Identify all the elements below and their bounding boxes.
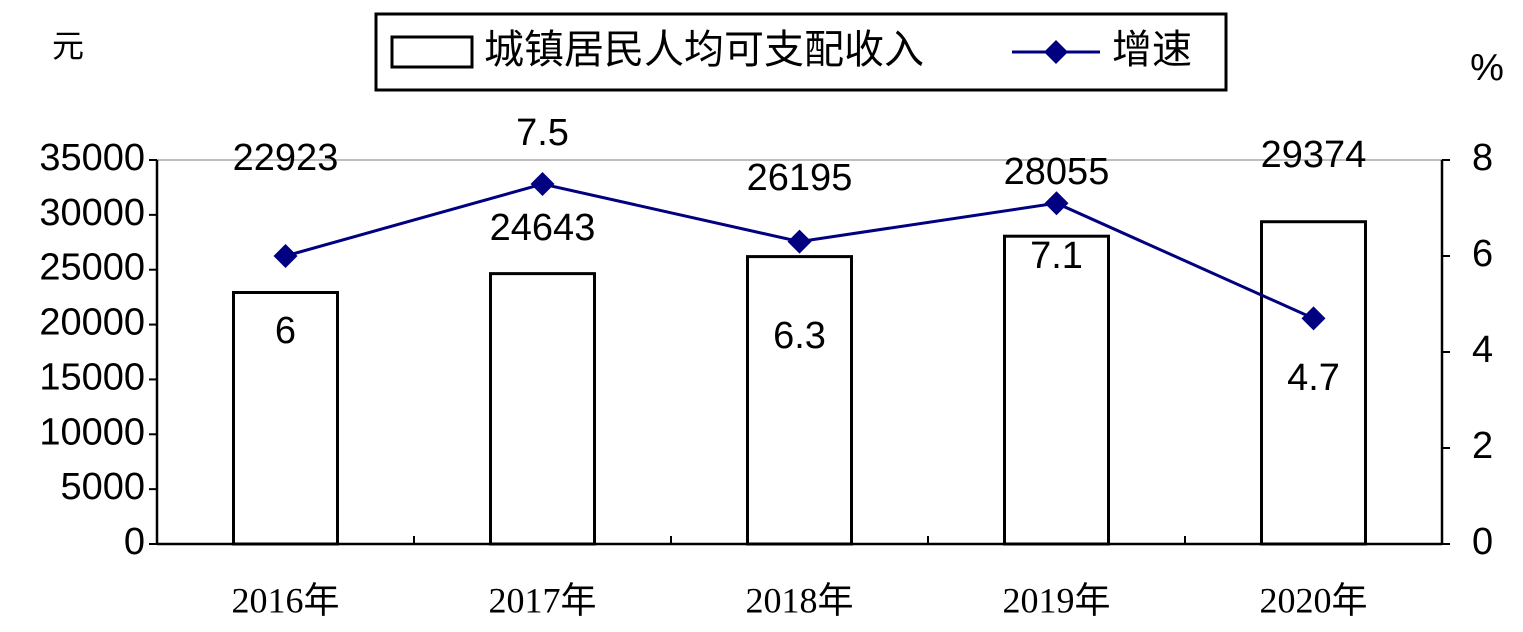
bar	[746, 255, 853, 546]
line-marker	[1301, 306, 1326, 331]
bar	[1003, 234, 1110, 546]
line-marker	[530, 172, 555, 196]
y-tick-label: 25000	[39, 247, 145, 289]
line-value-label: 6	[275, 310, 296, 352]
line-value-label: 7.1	[1030, 235, 1083, 277]
y2-tick-label: 8	[1472, 137, 1493, 179]
y2-axis-label: %	[1470, 47, 1504, 89]
y-axis-label: 元	[52, 27, 84, 65]
line-marker	[787, 229, 812, 254]
legend-marker	[1044, 40, 1068, 64]
bar-value-label: 24643	[490, 207, 596, 249]
y-tick-label: 15000	[39, 356, 145, 398]
x-tick-label: 2020年	[1259, 580, 1367, 620]
x-tick-label: 2019年	[1002, 580, 1110, 620]
y2-tick-label: 2	[1472, 425, 1493, 467]
y-tick-label: 35000	[39, 137, 145, 179]
y2-tick-label: 4	[1472, 329, 1493, 371]
y-tick-label: 10000	[39, 411, 145, 453]
bar	[1260, 220, 1367, 546]
legend-swatch	[390, 35, 474, 69]
line-value-label: 7.5	[516, 112, 569, 154]
bar-value-label: 22923	[233, 137, 339, 179]
bar	[489, 272, 596, 546]
y-tick-label: 0	[124, 521, 145, 563]
line-marker	[1044, 191, 1069, 216]
line-marker	[273, 244, 298, 268]
bar-value-label: 28055	[1004, 151, 1110, 193]
x-tick-label: 2017年	[488, 580, 596, 620]
y-tick-label: 20000	[39, 302, 145, 344]
line-value-label: 6.3	[773, 315, 826, 357]
x-tick-label: 2018年	[745, 580, 853, 620]
legend-label: 增速	[1112, 27, 1192, 73]
legend-label: 城镇居民人均可支配收入	[484, 27, 924, 73]
y-tick-label: 5000	[60, 466, 145, 508]
y2-tick-label: 6	[1472, 233, 1493, 275]
bar-value-label: 29374	[1261, 134, 1367, 176]
bar-value-label: 26195	[747, 157, 853, 199]
line-value-label: 4.7	[1287, 357, 1340, 399]
y-tick-label: 30000	[39, 192, 145, 234]
x-tick-label: 2016年	[231, 580, 339, 620]
y2-tick-label: 0	[1472, 521, 1493, 563]
bar	[232, 291, 339, 546]
